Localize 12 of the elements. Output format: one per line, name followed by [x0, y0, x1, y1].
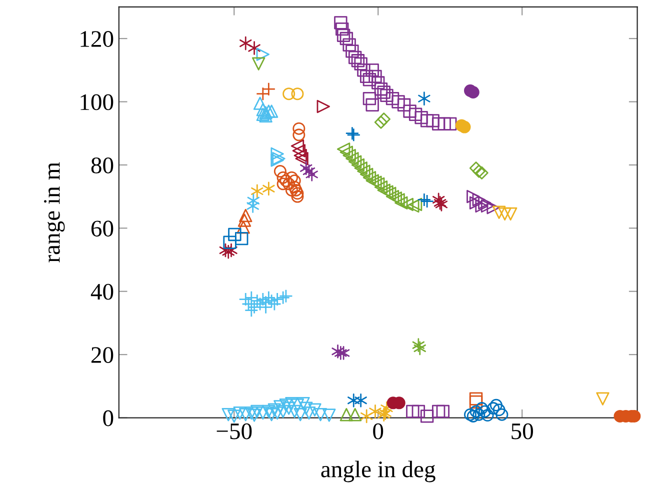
x-tick-label: 50 — [512, 423, 533, 440]
x-tick-label: 0 — [373, 423, 384, 440]
y-axis-title: range in m — [44, 162, 65, 262]
y-tick-label: 80 — [91, 157, 114, 174]
y-tick-label: 120 — [80, 31, 114, 47]
x-axis-title: angle in deg — [321, 460, 436, 482]
x-tick-label: −50 — [216, 423, 252, 440]
y-tick-label: 60 — [91, 220, 114, 237]
y-tick-label: 20 — [91, 347, 114, 363]
y-tick-label: 40 — [90, 284, 114, 300]
y-tick-label: 100 — [80, 94, 114, 110]
y-tick-label: 0 — [103, 410, 114, 426]
